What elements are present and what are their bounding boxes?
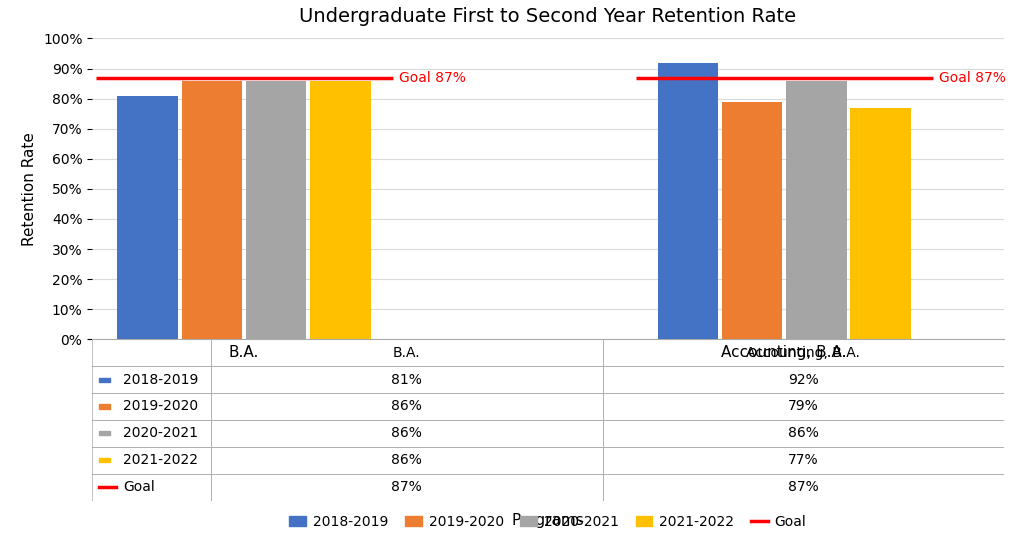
Y-axis label: Retention Rate: Retention Rate: [23, 132, 38, 246]
Bar: [246, 81, 306, 339]
Text: Goal 87%: Goal 87%: [399, 71, 466, 85]
Text: Goal: Goal: [123, 480, 155, 494]
Bar: [310, 81, 371, 339]
Bar: [657, 63, 718, 339]
Text: 92%: 92%: [787, 373, 818, 386]
Text: Goal 87%: Goal 87%: [939, 71, 1007, 85]
Text: 87%: 87%: [391, 480, 422, 494]
Text: 79%: 79%: [787, 400, 818, 413]
Title: Undergraduate First to Second Year Retention Rate: Undergraduate First to Second Year Reten…: [299, 7, 797, 26]
Bar: [99, 458, 111, 462]
Text: 2018-2019: 2018-2019: [123, 373, 199, 386]
Text: 86%: 86%: [391, 427, 422, 440]
Bar: [99, 432, 111, 435]
Bar: [99, 405, 111, 408]
Text: 2019-2020: 2019-2020: [123, 400, 199, 413]
Text: 86%: 86%: [391, 453, 422, 467]
Text: B.A.: B.A.: [393, 346, 421, 360]
Legend: 2018-2019, 2019-2020, 2020-2021, 2021-2022, Goal: 2018-2019, 2019-2020, 2020-2021, 2021-20…: [290, 515, 806, 529]
Bar: [785, 81, 847, 339]
Bar: [99, 378, 111, 382]
Text: 86%: 86%: [391, 400, 422, 413]
Text: 81%: 81%: [391, 373, 422, 386]
Text: Accounting, B.A.: Accounting, B.A.: [746, 346, 860, 360]
Bar: [118, 96, 178, 339]
Text: 77%: 77%: [787, 453, 818, 467]
Text: 2021-2022: 2021-2022: [123, 453, 199, 467]
Bar: [722, 102, 782, 339]
Text: 87%: 87%: [787, 480, 818, 494]
Text: 2020-2021: 2020-2021: [123, 427, 199, 440]
Bar: [181, 81, 243, 339]
Text: Programs: Programs: [511, 513, 585, 529]
Bar: [850, 108, 910, 339]
Text: 86%: 86%: [787, 427, 818, 440]
